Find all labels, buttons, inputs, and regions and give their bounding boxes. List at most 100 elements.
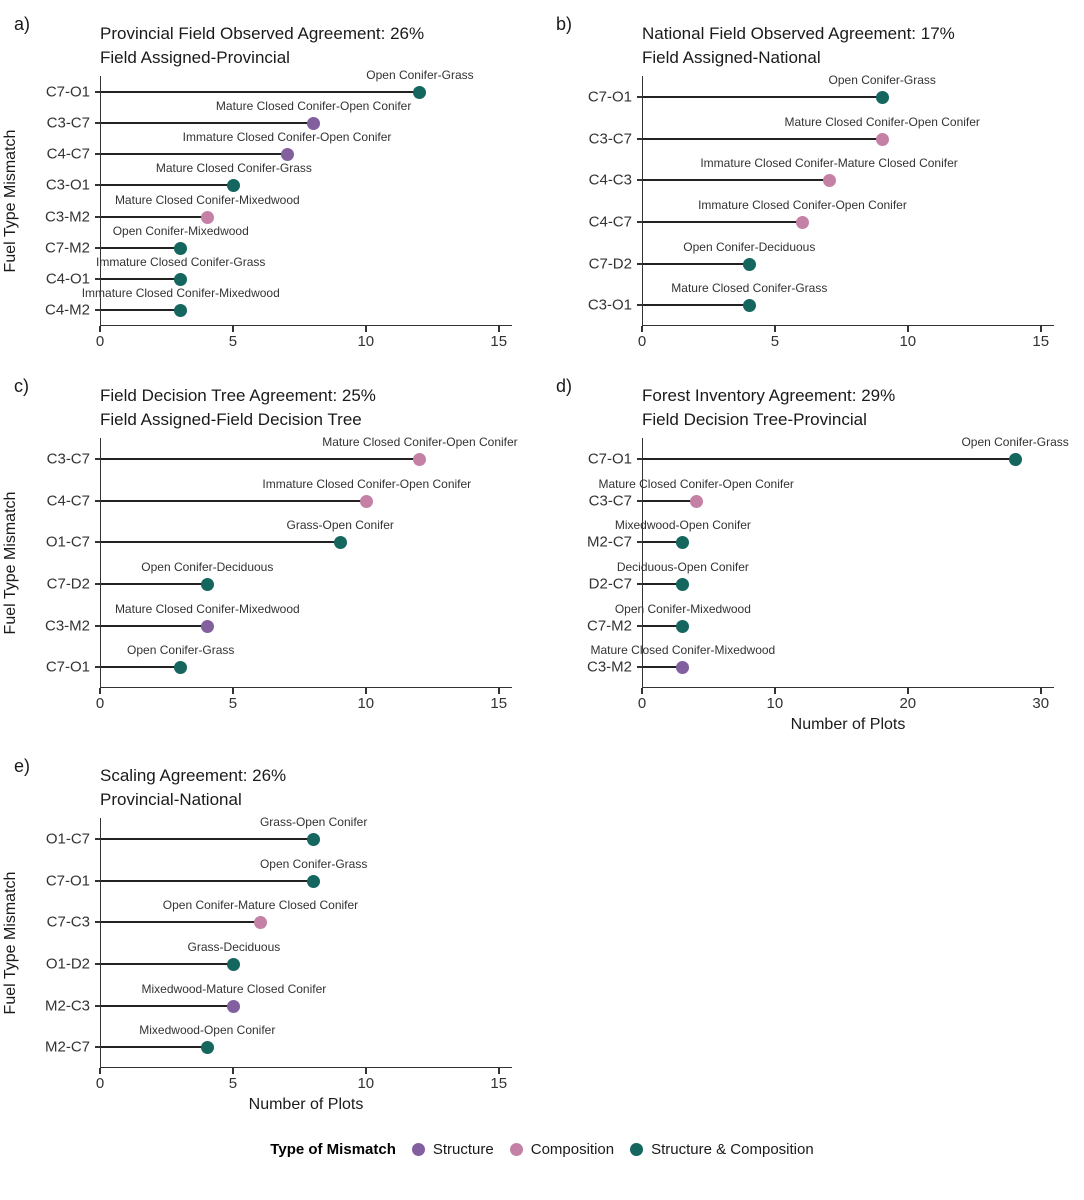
point-label: Immature Closed Conifer-Mixedwood — [81, 286, 280, 300]
point-label: Mature Closed Conifer-Mixedwood — [114, 193, 300, 207]
x-tick-label: 20 — [899, 695, 917, 712]
point-label: Mature Closed Conifer-Open Conifer — [784, 115, 980, 129]
y-tick-mark — [95, 184, 101, 186]
data-point — [227, 999, 241, 1013]
x-tick-mark — [365, 326, 367, 332]
y-tick-label: M2-C7 — [586, 533, 632, 551]
y-tick-label: C4-O1 — [45, 270, 90, 288]
plot: Mature Closed Conifer-Open Conifer Immatu… — [95, 435, 518, 716]
x-tick-label: 15 — [490, 695, 508, 712]
data-point — [1008, 452, 1022, 466]
lollipop-stem — [643, 541, 683, 543]
data-point — [174, 660, 188, 674]
y-tick-mark — [95, 583, 101, 585]
x-tick-mark — [907, 326, 909, 332]
y-tick-label: M2-C3 — [44, 997, 90, 1015]
y-tick-mark — [637, 263, 643, 265]
data-point — [676, 660, 690, 674]
lollipop-stem — [101, 91, 420, 93]
lollipop-stem — [101, 247, 181, 249]
legend-item-label: Composition — [530, 1140, 615, 1158]
panel-letter: c) — [14, 376, 29, 396]
lollipop-stem — [643, 583, 683, 585]
x-tick-label: 5 — [770, 333, 780, 350]
legend: Type of Mismatch Structure Composition Str… — [0, 1134, 1084, 1164]
x-axis: 0 5 10 15 — [96, 1068, 512, 1096]
data-point — [742, 298, 756, 312]
data-point — [200, 1040, 214, 1054]
y-tick-label-column: O1-C7 C7-O1 C7-C3 O1-D2 M2-C3 M2-C7 — [30, 818, 100, 1068]
y-tick-mark — [95, 278, 101, 280]
y-axis-title-column — [542, 76, 572, 326]
y-tick-mark — [637, 221, 643, 223]
point-label: Deciduous-Open Conifer — [616, 560, 749, 574]
panel-subtitle: Provincial-National — [100, 790, 242, 809]
legend-item-label: Structure & Composition — [651, 1140, 814, 1158]
data-point — [253, 915, 267, 929]
data-point — [413, 85, 427, 99]
point-label: Open Conifer-Mixedwood — [112, 224, 249, 238]
panel-letter: d) — [556, 376, 573, 396]
data-point — [227, 957, 241, 971]
data-point — [227, 178, 241, 192]
y-tick-mark — [637, 304, 643, 306]
panel-subtitle: Field Assigned-National — [642, 48, 821, 67]
plot-area: Grass-Open Conifer Open Conifer-Grass Open… — [95, 815, 512, 1068]
point-label: Open Conifer-Grass — [961, 435, 1069, 449]
x-tick-label: 0 — [637, 695, 647, 712]
x-tick-mark — [232, 688, 234, 694]
legend-dot-icon — [411, 1142, 425, 1156]
y-tick-mark — [95, 153, 101, 155]
y-tick-mark — [637, 458, 643, 460]
lollipop-stem — [643, 263, 750, 265]
y-axis-title-column: Fuel Type Mismatch — [0, 76, 30, 326]
y-tick-label-column: C3-C7 C4-C7 O1-C7 C7-D2 C3-M2 C7-O1 — [30, 438, 100, 688]
y-tick-mark — [95, 1046, 101, 1048]
y-tick-label: C7-M2 — [44, 239, 90, 257]
x-tick-mark — [907, 688, 909, 694]
x-tick-label: 10 — [357, 333, 375, 350]
panel-title: Forest Inventory Agreement: 29% — [642, 386, 896, 405]
y-tick-label: C4-C7 — [46, 145, 90, 163]
x-tick-mark — [497, 326, 500, 332]
point-label: Open Conifer-Mature Closed Conifer — [162, 898, 359, 912]
panel-letter: a) — [14, 14, 31, 34]
data-point — [200, 577, 214, 591]
data-point — [200, 210, 214, 224]
legend-item-composition: Composition — [509, 1140, 615, 1158]
lollipop-stem — [101, 216, 208, 218]
panel-body: Fuel Type Mismatch C3-C7 C4-C7 O1-C7 C7-D2 C3… — [0, 435, 542, 716]
data-point — [174, 241, 188, 255]
x-tick-mark — [774, 326, 776, 332]
point-label: Mixedwood-Mature Closed Conifer — [141, 982, 327, 996]
data-point — [875, 90, 889, 104]
lollipop-stem — [101, 1005, 234, 1007]
legend-item-both: Structure & Composition — [630, 1141, 814, 1158]
y-tick-label: C3-O1 — [587, 296, 632, 314]
x-axis: 0 10 20 30 — [638, 688, 1054, 716]
y-tick-mark — [637, 179, 643, 181]
x-tick-mark — [365, 688, 367, 694]
data-point — [689, 494, 703, 508]
lollipop-stem — [101, 838, 314, 840]
y-tick-label: C3-C7 — [46, 114, 90, 132]
y-axis-title: Fuel Type Mismatch — [2, 871, 19, 1015]
x-tick-mark — [232, 1068, 234, 1074]
panel-header: Field Decision Tree Agreement: 25% Field … — [100, 384, 542, 432]
y-tick-label: O1-C7 — [45, 533, 90, 551]
x-tick-label: 10 — [357, 695, 375, 712]
y-tick-label: O1-D2 — [45, 955, 90, 973]
panel-subtitle: Field Decision Tree-Provincial — [642, 410, 867, 429]
panel-subtitle: Field Assigned-Field Decision Tree — [100, 410, 362, 429]
x-tick-mark — [365, 1068, 367, 1074]
y-tick-label: C3-M2 — [586, 658, 632, 676]
y-tick-label: C4-C7 — [46, 492, 90, 510]
point-label: Mature Closed Conifer-Grass — [671, 281, 828, 295]
point-label: Open Conifer-Deciduous — [141, 560, 274, 574]
x-axis: 0 5 10 15 — [638, 326, 1054, 354]
data-point — [280, 147, 294, 161]
data-point — [174, 303, 188, 317]
lollipop-stem — [643, 96, 883, 98]
x-axis-title: Number of Plots — [790, 716, 906, 733]
x-tick-label: 5 — [228, 1075, 238, 1092]
